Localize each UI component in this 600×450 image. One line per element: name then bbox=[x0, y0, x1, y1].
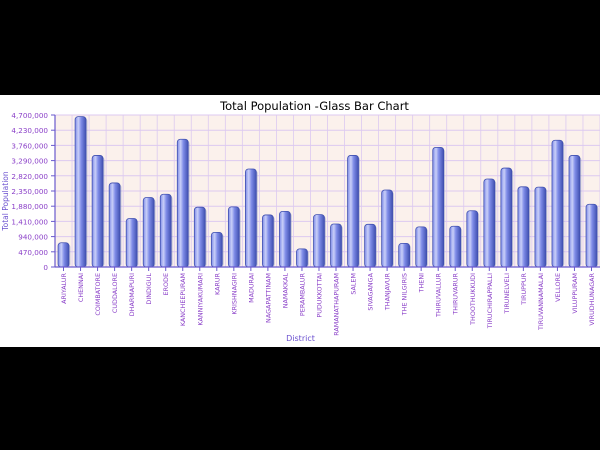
x-tick-label: THIRUVARUR bbox=[452, 272, 460, 315]
bar bbox=[125, 218, 138, 268]
x-tick-label: NAGAPATTINAM bbox=[264, 273, 272, 323]
x-tick-label: SALEM bbox=[350, 273, 358, 295]
y-tick-label: 4,700,000 bbox=[11, 111, 48, 120]
bar bbox=[262, 214, 274, 268]
chart-title: Total Population -Glass Bar Chart bbox=[219, 99, 409, 113]
bar bbox=[227, 206, 240, 268]
x-tick-label: KANNIYAKUMARI bbox=[196, 273, 204, 326]
y-tick-label: 4,230,000 bbox=[11, 126, 48, 135]
bar bbox=[193, 206, 206, 268]
bar bbox=[568, 155, 581, 268]
bar bbox=[381, 189, 393, 268]
y-tick-label: 2,820,000 bbox=[11, 172, 48, 181]
chart-frame: 0 470,000 940,000 1,410,000 1,880,000 2,350,0… bbox=[0, 95, 600, 347]
x-tick-label: KANCHEEPURAM bbox=[179, 273, 187, 326]
bar bbox=[91, 155, 104, 268]
x-tick-label: TIRUNELVELI bbox=[503, 273, 511, 315]
x-tick-label: VELLORE bbox=[554, 273, 562, 302]
bar bbox=[517, 186, 530, 268]
bar bbox=[313, 214, 325, 268]
y-tick-label: 2,350,000 bbox=[11, 187, 48, 196]
y-tick-label: 1,410,000 bbox=[11, 217, 48, 226]
x-tick-label: TIRUVANNAMALAI bbox=[537, 273, 545, 331]
x-tick-label: DHARMAPURI bbox=[128, 273, 136, 316]
bar bbox=[415, 226, 428, 268]
x-tick-label: PERAMBALUR bbox=[298, 272, 306, 316]
x-tick-label: MADURAI bbox=[247, 273, 255, 303]
y-tick-label: 3,760,000 bbox=[11, 141, 48, 150]
bar bbox=[483, 178, 496, 268]
x-tick-label: VIRUDHUNAGAR bbox=[588, 272, 596, 325]
x-tick-label: VILUPPURAM bbox=[571, 273, 579, 314]
bar bbox=[551, 139, 564, 268]
bar bbox=[398, 242, 410, 268]
x-axis-title: District bbox=[286, 334, 315, 343]
x-tick-label: NAMAKKAL bbox=[281, 273, 289, 309]
x-tick-label: KRISHNAGIRI bbox=[230, 273, 238, 315]
bar bbox=[466, 210, 479, 268]
bar bbox=[534, 186, 547, 268]
x-tick-label: DINDIGUL bbox=[145, 273, 153, 305]
bar bbox=[142, 197, 155, 268]
x-tick-label: CHENNAI bbox=[77, 273, 85, 302]
bar bbox=[279, 210, 291, 268]
bar bbox=[585, 203, 598, 268]
x-tick-label: CUDDALORE bbox=[111, 273, 119, 313]
bar bbox=[330, 223, 342, 268]
x-tick-label: COIMBATORE bbox=[94, 273, 102, 316]
bar bbox=[108, 182, 121, 268]
x-tick-label: KARUR bbox=[213, 272, 221, 295]
bar bbox=[432, 146, 445, 268]
bar bbox=[57, 242, 70, 268]
y-tick-label: 470,000 bbox=[18, 248, 48, 257]
glass-bar-chart: 0 470,000 940,000 1,410,000 1,880,000 2,350,0… bbox=[1, 99, 600, 343]
bar bbox=[296, 248, 308, 268]
x-tick-label: THANJAVUR bbox=[384, 272, 392, 311]
bar bbox=[500, 167, 513, 268]
y-tick-label: 1,880,000 bbox=[11, 202, 48, 211]
y-tick-label: 0 bbox=[43, 263, 48, 272]
bar bbox=[245, 168, 257, 268]
x-tick-label: SIVAGANGA bbox=[367, 272, 375, 310]
bar bbox=[176, 138, 189, 268]
x-tick-label: PUDUKKOTTAI bbox=[315, 273, 323, 318]
x-tick-label: TIRUCHIRAPPALLI bbox=[486, 273, 494, 329]
y-axis-title: Total Population bbox=[1, 171, 10, 232]
bar bbox=[159, 193, 172, 268]
bar bbox=[74, 116, 87, 268]
bar bbox=[347, 155, 359, 268]
y-tick-label: 3,290,000 bbox=[11, 157, 48, 166]
x-tick-label: THOOTHUKKUDI bbox=[469, 273, 477, 326]
x-tick-label: ARIYALUR bbox=[60, 272, 68, 303]
bar bbox=[364, 223, 376, 268]
x-tick-label: THENI bbox=[418, 273, 426, 294]
bar bbox=[449, 225, 462, 268]
x-tick-label: THIRUVALLUR bbox=[435, 272, 443, 318]
x-tick-label: ERODE bbox=[162, 273, 170, 295]
x-tick-label: RAMANATHAPURAM bbox=[333, 273, 341, 336]
x-tick-label: THE NILGIRIS bbox=[401, 273, 409, 316]
bar bbox=[210, 231, 223, 268]
x-tick-label: TIRUPPUR bbox=[520, 272, 528, 305]
y-tick-label: 940,000 bbox=[18, 233, 48, 242]
